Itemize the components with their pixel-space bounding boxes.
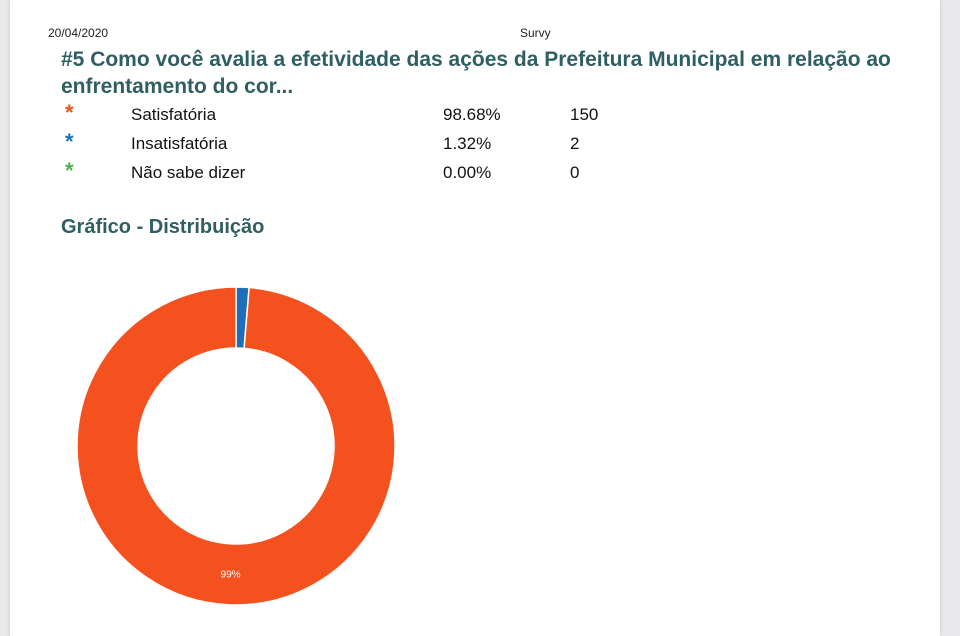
answer-count: 150 [570,105,599,124]
answer-percent: 0.00% [443,163,492,182]
answer-row: * Insatisfatória 1.32% 2 [61,129,661,158]
answer-count: 2 [570,134,580,153]
answer-percent: 1.32% [443,134,492,153]
slice-data-label: 99% [221,569,241,580]
answer-percent: 98.68% [443,105,501,124]
answer-label: Não sabe dizer [131,163,246,182]
answer-row: * Não sabe dizer 0.00% 0 [61,158,661,187]
answer-label: Insatisfatória [131,134,228,153]
print-app-name: Survy [520,26,551,40]
asterisk-icon: * [65,100,74,125]
chart-heading: Gráfico - Distribuição [61,216,265,238]
answer-row: * Satisfatória 98.68% 150 [61,100,661,129]
asterisk-icon: * [65,129,74,154]
answer-label: Satisfatória [131,105,217,124]
print-date: 20/04/2020 [48,26,109,40]
question-title: #5 Como você avalia a efetividade das aç… [61,48,891,98]
answer-count: 0 [570,163,580,182]
survey-report-page: 20/04/2020 Survy #5 Como você avalia a e… [10,0,940,636]
asterisk-icon: * [65,158,74,183]
donut-slice-satisfat-ria [76,286,396,606]
donut-chart: 99% [76,286,396,606]
answers-table: * Satisfatória 98.68% 150 * Insatisfatór… [61,100,661,187]
